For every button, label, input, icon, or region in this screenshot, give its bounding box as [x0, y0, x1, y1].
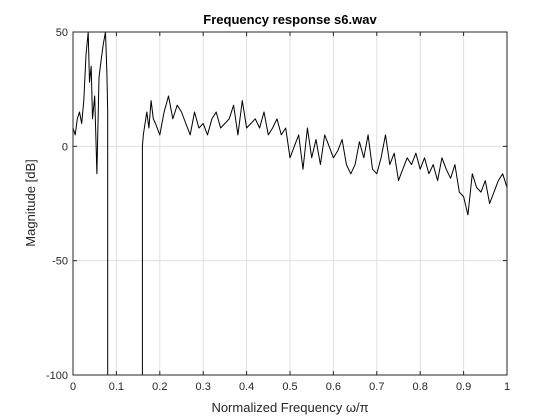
x-tick-label: 0.9: [456, 381, 471, 393]
x-tick-label: 0.3: [196, 381, 211, 393]
ticks: [72, 31, 508, 376]
x-tick-label: 0.1: [109, 381, 124, 393]
x-tick-label: 1: [504, 381, 510, 393]
x-tick-label: 0.8: [413, 381, 428, 393]
x-tick-label: 0.6: [326, 381, 341, 393]
x-tick-label: 0.4: [239, 381, 254, 393]
y-tick-label: 50: [56, 27, 68, 39]
chart-title: Frequency response s6.wav: [203, 12, 377, 27]
x-tick-labels: 0 0.1 0.2 0.3 0.4 0.5 0.6 0.7 0.8 0.9 1: [70, 381, 510, 393]
x-tick-label: 0.2: [152, 381, 167, 393]
x-axis-label: Normalized Frequency ω/π: [211, 400, 368, 415]
y-tick-label: 0: [62, 141, 68, 153]
y-axis-label: Magnitude [dB]: [23, 159, 38, 246]
y-tick-labels: -100 -50 0 50: [46, 27, 68, 382]
y-tick-label: -50: [52, 256, 68, 268]
x-tick-label: 0: [70, 381, 76, 393]
magnitude-response-line: [72, 31, 508, 376]
y-tick-label: -100: [46, 370, 68, 382]
x-tick-label: 0.5: [282, 381, 297, 393]
x-tick-label: 0.7: [369, 381, 384, 393]
